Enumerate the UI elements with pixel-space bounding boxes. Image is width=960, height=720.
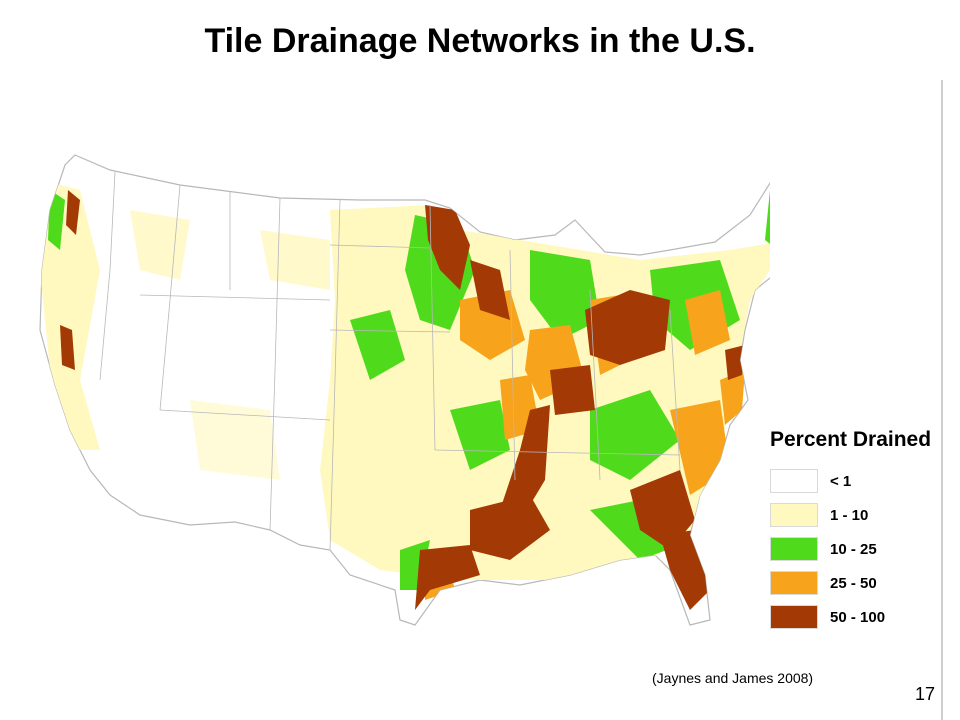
legend-item: 25 - 50	[770, 566, 940, 600]
drainage-regions	[40, 180, 770, 610]
page-number: 17	[915, 684, 936, 704]
legend-item: 50 - 100	[770, 600, 940, 634]
legend-label: 50 - 100	[830, 608, 886, 626]
legend-swatch	[770, 469, 818, 493]
legend-item: 1 - 10	[770, 498, 940, 532]
legend-item: < 1	[770, 464, 940, 498]
drainage-map	[30, 150, 770, 650]
legend-swatch	[770, 503, 818, 527]
legend-swatch	[770, 571, 818, 595]
map-legend: Percent Drained < 1 1 - 10 10 - 25 25 - 50 5…	[770, 428, 940, 634]
slide-title: Tile Drainage Networks in the U.S.	[204, 22, 756, 60]
legend-label: < 1	[830, 472, 852, 490]
legend-items: < 1 1 - 10 10 - 25 25 - 50 50 - 100	[770, 464, 940, 634]
us-map-svg	[39, 154, 770, 626]
legend-title: Percent Drained	[770, 428, 932, 451]
state-boundaries	[99, 171, 681, 551]
slide-edge-divider	[941, 80, 943, 720]
legend-label: 10 - 25	[830, 540, 877, 558]
legend-item: 10 - 25	[770, 532, 940, 566]
citation: (Jaynes and James 2008)	[652, 670, 814, 686]
legend-swatch	[770, 537, 818, 561]
legend-swatch	[770, 605, 818, 629]
legend-label: 25 - 50	[830, 574, 877, 592]
legend-label: 1 - 10	[830, 506, 869, 524]
